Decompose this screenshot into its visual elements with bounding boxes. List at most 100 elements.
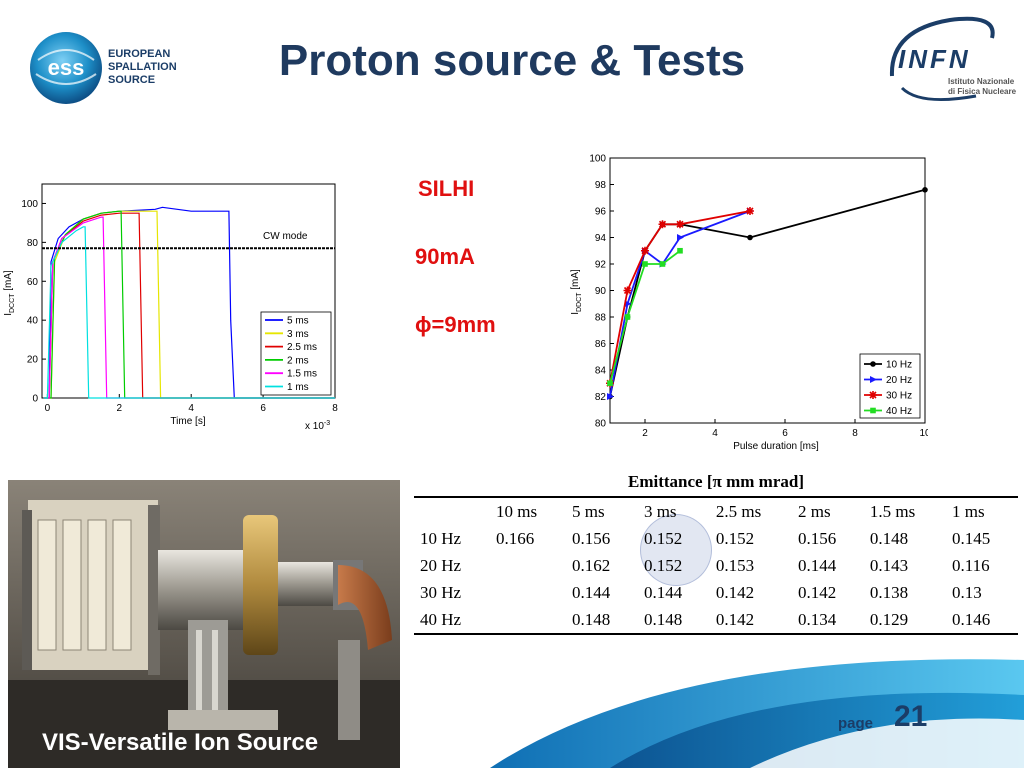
- ess-line: EUROPEAN: [108, 48, 171, 60]
- ess-logo: ess: [30, 32, 102, 104]
- infn-logo: INFN Istituto Nazionale di Fisica Nuclea…: [889, 16, 1017, 102]
- series-line-30-Hz: [609, 210, 751, 384]
- legend: 10 Hz 20 Hz 30 Hz 40 Hz: [859, 353, 921, 419]
- ess-monogram: ess: [48, 55, 85, 80]
- table-cell: 30 Hz: [420, 582, 462, 602]
- y-tick-label: 40: [27, 316, 39, 327]
- data-point-marker: [623, 286, 632, 295]
- data-point-marker: [870, 376, 877, 383]
- x-scale-label: x 10-3: [305, 420, 330, 432]
- y-axis-label-main: I: [3, 313, 14, 316]
- ess-line: SPALLATION: [108, 61, 177, 73]
- cw-mode-annotation: CW mode: [263, 231, 308, 242]
- table-cell: 0.166: [495, 528, 535, 548]
- y-axis-label-unit: [mA]: [3, 270, 14, 294]
- y-tick-label: 82: [595, 392, 607, 403]
- y-axis-label-sub: DDCT: [576, 292, 583, 312]
- legend-entry: 5 ms: [287, 316, 309, 327]
- table-cell: 0.148: [869, 528, 909, 548]
- table-cell: 0.145: [952, 528, 991, 548]
- data-point-marker: [747, 234, 753, 241]
- table-cell: 0.156: [797, 528, 837, 548]
- infn-mark: INFN: [898, 44, 971, 74]
- x-scale-exponent: -3: [324, 420, 330, 427]
- legend-entry: 10 Hz: [886, 360, 912, 371]
- page-title: Proton source & Tests: [278, 36, 746, 85]
- legend-entry: 3 ms: [287, 329, 309, 340]
- table-row: 10 Hz 0.166 0.156 0.152 0.152 0.156 0.14…: [414, 525, 1018, 552]
- column-header: 2 ms: [797, 501, 831, 521]
- table-cell: [490, 579, 566, 606]
- page-label: page: [838, 715, 874, 732]
- legend-entry: 2.5 ms: [287, 342, 317, 353]
- table-cell: 0.153: [715, 555, 755, 575]
- data-point-marker: [677, 234, 684, 241]
- table-cell: 0.144: [797, 555, 837, 575]
- series-line-20-Hz: [609, 210, 751, 397]
- y-axis-label-sub: DCCT: [9, 293, 16, 313]
- legend: 5 ms 3 ms 2.5 ms 2 ms 1.5 ms 1 ms: [260, 311, 332, 396]
- data-point-marker: [676, 220, 684, 229]
- highlight-circle: [640, 514, 712, 586]
- table-cell: 0.143: [869, 555, 909, 575]
- table-cell: 0.152: [643, 528, 683, 548]
- table-cell: 0.144: [572, 582, 611, 602]
- table-row: 40 Hz 0.148 0.148 0.142 0.134 0.129 0.14…: [414, 606, 1018, 634]
- table-cell: 0.146: [952, 609, 991, 629]
- y-axis-label-unit: [mA]: [570, 269, 581, 293]
- table-cell: 0.13: [952, 582, 982, 602]
- source-name: SILHI: [418, 176, 475, 201]
- table-cell: 0.142: [715, 609, 755, 629]
- series-line-1-ms: [43, 226, 335, 399]
- column-header: 2.5 ms: [715, 501, 762, 521]
- ess-line: SOURCE: [108, 74, 156, 86]
- table-cell: [490, 552, 566, 579]
- table-cell: 0.162: [572, 555, 611, 575]
- x-tick-label: 4: [712, 428, 718, 439]
- y-tick-label: 100: [21, 199, 38, 210]
- column-header: 1 ms: [952, 501, 985, 521]
- data-point-marker: [869, 391, 877, 399]
- x-tick-label: 4: [188, 403, 194, 414]
- page-number: 21: [894, 700, 928, 733]
- infn-subtitle: Istituto Nazionale: [948, 77, 1015, 86]
- x-tick-label: 8: [852, 428, 858, 439]
- column-header: 3 ms: [643, 501, 677, 521]
- legend-entry: 30 Hz: [886, 391, 912, 402]
- data-point-marker: [922, 187, 928, 193]
- data-point-marker: [870, 361, 876, 367]
- data-point-marker: [624, 300, 632, 308]
- series-line-2-ms: [43, 210, 335, 399]
- table-cell: 20 Hz: [420, 555, 462, 575]
- legend-entry: 20 Hz: [886, 375, 912, 386]
- table-cell: 10 Hz: [420, 528, 462, 548]
- y-tick-label: 94: [595, 233, 607, 244]
- ion-source-illustration: [8, 480, 400, 768]
- data-point-marker: [624, 314, 631, 320]
- emittance-table: Emittance [π mm mrad] 10 ms 5 ms 3 ms 2.…: [414, 472, 1018, 635]
- ion-source-photo: [8, 480, 400, 768]
- y-tick-label: 86: [595, 339, 607, 350]
- data-point-marker: [641, 246, 649, 255]
- x-tick-label: 6: [260, 403, 266, 414]
- y-tick-label: 80: [595, 419, 607, 430]
- table-cell: 0.152: [643, 555, 683, 575]
- table-cell: 0.156: [572, 528, 611, 548]
- legend-entry: 1 ms: [287, 382, 309, 393]
- column-header: 10 ms: [495, 501, 538, 521]
- data-point-marker: [870, 407, 876, 414]
- pi-symbol: π: [712, 472, 722, 491]
- y-axis-label: IDDCT [mA]: [570, 269, 583, 315]
- y-tick-label: 96: [595, 207, 607, 218]
- y-axis-label-main: I: [570, 312, 581, 315]
- y-tick-label: 98: [595, 180, 607, 191]
- x-tick-label: 8: [332, 403, 338, 414]
- x-tick-label: 6: [782, 428, 788, 439]
- table-row: 30 Hz 0.144 0.144 0.142 0.142 0.138 0.13: [414, 579, 1018, 606]
- x-tick-label: 2: [117, 403, 123, 414]
- column-header: [414, 497, 490, 525]
- y-tick-label: 90: [595, 286, 607, 297]
- table-cell: 0.152: [715, 528, 755, 548]
- beam-current: 90mA: [415, 244, 475, 269]
